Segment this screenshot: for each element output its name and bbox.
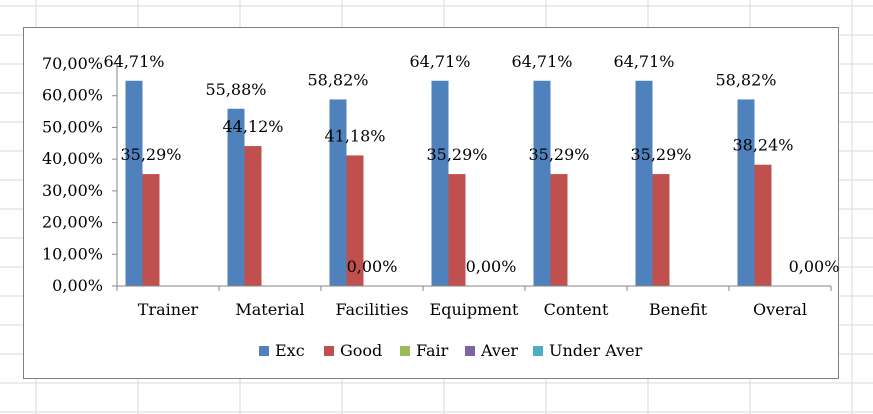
- data-label: 58,82%: [307, 70, 368, 89]
- bar-good[interactable]: [652, 174, 670, 286]
- bar-exc[interactable]: [431, 80, 449, 286]
- bar-good[interactable]: [754, 164, 772, 286]
- legend-label: Exc: [275, 341, 305, 360]
- data-label: 0,00%: [347, 257, 398, 276]
- data-label: 64,71%: [511, 52, 572, 71]
- chart-legend[interactable]: Exc Good Fair Aver Under Aver: [259, 341, 643, 360]
- bar-good[interactable]: [142, 174, 160, 286]
- bar-series-group: [125, 80, 772, 286]
- data-label: 44,12%: [222, 117, 283, 136]
- legend-swatch: [259, 346, 269, 356]
- y-tick-label: 40,00%: [42, 149, 103, 168]
- data-label: 35,29%: [630, 145, 691, 164]
- legend-item-aver[interactable]: Aver: [465, 341, 518, 360]
- y-tick-label: 50,00%: [42, 117, 103, 136]
- bar-good[interactable]: [346, 155, 364, 286]
- data-label: 0,00%: [466, 257, 517, 276]
- bar-chart: 0,00% 10,00% 20,00% 30,00% 40,00% 50,00% 60,00…: [42, 52, 839, 360]
- data-label: 64,71%: [409, 52, 470, 71]
- legend-swatch: [533, 346, 543, 356]
- y-axis: 0,00% 10,00% 20,00% 30,00% 40,00% 50,00% 60,00…: [42, 54, 118, 295]
- data-label: 58,82%: [715, 70, 776, 89]
- bar-exc[interactable]: [533, 80, 551, 286]
- category-label: Overal: [753, 300, 807, 319]
- bar-good[interactable]: [244, 146, 262, 286]
- data-labels-group: 64,71% 55,88% 58,82% 64,71% 64,71% 64,71% 58,8…: [103, 52, 839, 276]
- y-tick-label: 30,00%: [42, 181, 103, 200]
- category-label: Benefit: [649, 300, 708, 319]
- bar-exc[interactable]: [635, 80, 653, 286]
- bar-exc[interactable]: [329, 99, 347, 286]
- y-tick-label: 70,00%: [42, 54, 103, 73]
- data-label: 64,71%: [613, 52, 674, 71]
- legend-item-fair[interactable]: Fair: [400, 341, 449, 360]
- y-tick-label: 60,00%: [42, 86, 103, 105]
- data-label: 55,88%: [205, 80, 266, 99]
- category-label: Facilities: [335, 300, 408, 319]
- category-label: Content: [544, 300, 609, 319]
- category-label: Material: [235, 300, 304, 319]
- bar-good[interactable]: [448, 174, 466, 286]
- legend-label: Good: [340, 341, 382, 360]
- data-label: 64,71%: [103, 52, 164, 71]
- legend-swatch: [465, 346, 475, 356]
- data-label: 35,29%: [426, 145, 487, 164]
- legend-swatch: [400, 346, 410, 356]
- y-tick-label: 10,00%: [42, 244, 103, 263]
- bar-exc[interactable]: [227, 108, 245, 286]
- legend-label: Aver: [480, 341, 518, 360]
- legend-item-good[interactable]: Good: [324, 341, 382, 360]
- legend-label: Under Aver: [549, 341, 643, 360]
- data-label: 38,24%: [732, 136, 793, 155]
- bar-exc[interactable]: [737, 99, 755, 286]
- legend-label: Fair: [416, 341, 449, 360]
- legend-item-under-aver[interactable]: Under Aver: [533, 341, 643, 360]
- data-label: 35,29%: [528, 145, 589, 164]
- y-tick-label: 0,00%: [52, 276, 103, 295]
- bar-exc[interactable]: [125, 80, 143, 286]
- bar-good[interactable]: [550, 174, 568, 286]
- category-label: Equipment: [430, 300, 520, 319]
- legend-item-exc[interactable]: Exc: [259, 341, 305, 360]
- y-tick-label: 20,00%: [42, 213, 103, 232]
- data-label: 41,18%: [324, 126, 385, 145]
- x-axis: Trainer Material Facilities Equipment Conten…: [116, 285, 832, 319]
- category-label: Trainer: [138, 300, 199, 319]
- legend-swatch: [324, 346, 334, 356]
- data-label: 0,00%: [789, 257, 839, 276]
- data-label: 35,29%: [120, 145, 181, 164]
